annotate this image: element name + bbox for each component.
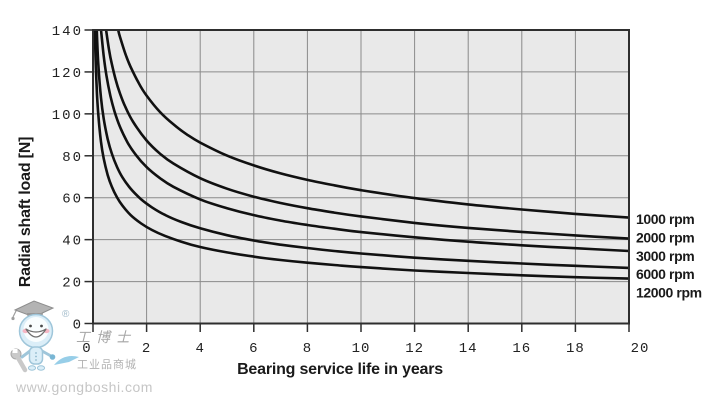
y-tick-label: 20 (62, 276, 83, 292)
x-tick-label: 16 (512, 341, 531, 357)
y-tick-label: 60 (62, 192, 83, 208)
curve-1000-rpm (116, 30, 629, 219)
tick-layer (84, 29, 630, 332)
legend-label-12000-rpm: 12000 rpm (636, 285, 702, 301)
legend-label-6000-rpm: 6000 rpm (636, 266, 694, 282)
curve-6000-rpm (95, 30, 629, 270)
y-tick-label: 140 (52, 24, 83, 40)
x-tick-label: 0 (82, 341, 91, 357)
legend-label-3000-rpm: 3000 rpm (636, 248, 694, 264)
x-tick-label: 14 (459, 341, 478, 357)
plot-border (92, 29, 630, 325)
curve-2000-rpm (104, 30, 629, 240)
y-tick-label: 40 (62, 234, 83, 250)
x-tick-label: 12 (405, 341, 424, 357)
x-tick-label: 6 (249, 341, 258, 357)
legend-label-1000-rpm: 1000 rpm (636, 211, 694, 227)
y-tick-label: 0 (73, 318, 83, 334)
x-tick-label: 4 (195, 341, 204, 357)
curve-layer (93, 30, 629, 280)
x-tick-label: 8 (303, 341, 312, 357)
plot-frame-layer (92, 29, 630, 325)
x-axis-title: Bearing service life in years (237, 361, 443, 378)
y-tick-label: 120 (52, 66, 83, 82)
gridline-layer (93, 30, 629, 324)
x-tick-label: 18 (566, 341, 585, 357)
y-tick-label: 100 (52, 108, 83, 124)
curve-12000-rpm (93, 30, 629, 280)
x-tick-label: 2 (142, 341, 151, 357)
tick-label-layer: 0 2 4 6 8 10 12 14 16 18 20 0 20 40 60 80 100 120 140 (52, 24, 650, 357)
legend-layer: 1000 rpm 2000 rpm 3000 rpm 6000 rpm 12000 rp… (636, 211, 702, 301)
y-tick-label: 80 (62, 150, 83, 166)
x-tick-label: 20 (631, 341, 650, 357)
y-axis-title: Radial shaft load [N] (17, 137, 34, 287)
curve-3000-rpm (99, 30, 629, 253)
x-tick-label: 10 (352, 341, 371, 357)
legend-label-2000-rpm: 2000 rpm (636, 229, 694, 245)
